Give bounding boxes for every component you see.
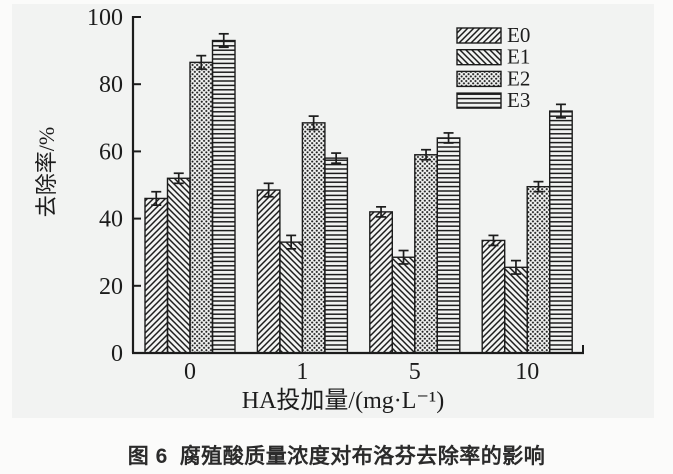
legend-item-E1: E1 bbox=[456, 45, 530, 69]
bar-E3-group-10 bbox=[549, 110, 573, 354]
error-bar-E2-group-1 bbox=[308, 115, 319, 131]
legend-swatch-dense-dots bbox=[456, 70, 502, 88]
bar-E1-group-10 bbox=[504, 266, 528, 354]
x-tick-label: 5 bbox=[409, 359, 421, 385]
bar-E0-group-0 bbox=[144, 197, 169, 354]
figure-caption: 图 6 腐殖酸质量浓度对布洛芬去除率的影响 bbox=[0, 440, 673, 470]
error-bar-E0-group-10 bbox=[488, 234, 499, 247]
x-tick-label: 10 bbox=[515, 359, 539, 385]
error-bar-E2-group-10 bbox=[533, 180, 544, 193]
bar-E0-group-10 bbox=[481, 239, 506, 354]
error-bar-E2-group-5 bbox=[421, 148, 432, 161]
error-bar-E3-group-1 bbox=[331, 152, 342, 165]
error-bar-E0-group-1 bbox=[263, 182, 274, 198]
bar-E3-group-0 bbox=[211, 39, 236, 354]
bar-E3-group-1 bbox=[324, 157, 349, 354]
y-tick-label: 100 bbox=[87, 5, 123, 31]
y-tick-label: 60 bbox=[99, 139, 123, 165]
error-bar-E3-group-0 bbox=[218, 32, 229, 49]
legend-label: E0 bbox=[507, 23, 530, 47]
bar-E0-group-5 bbox=[369, 211, 393, 354]
bar-E2-group-0 bbox=[189, 61, 214, 354]
bar-E2-group-10 bbox=[526, 185, 551, 354]
figure-panel: 0 20 40 60 80 100 0 1 5 10 E0 E1 E2 E3 去除率/% HA投加量/(mg·… bbox=[12, 4, 654, 418]
legend-label: E3 bbox=[507, 88, 530, 112]
y-tick-label: 80 bbox=[99, 72, 123, 98]
error-bar-E3-group-10 bbox=[555, 103, 566, 119]
legend-swatch-diagonal-back-hatch bbox=[456, 49, 502, 66]
error-bar-E1-group-5 bbox=[398, 249, 409, 265]
bar-E1-group-1 bbox=[279, 241, 304, 354]
bar-E0-group-1 bbox=[256, 189, 281, 354]
x-axis-title: HA投加量/(mg·L⁻¹) bbox=[242, 387, 445, 414]
error-bar-E1-group-0 bbox=[173, 172, 184, 185]
y-tick-label: 20 bbox=[99, 274, 123, 300]
y-tick-label: 0 bbox=[111, 341, 123, 367]
figure-number: 图 6 bbox=[127, 445, 168, 468]
legend-item-E2: E2 bbox=[456, 66, 530, 90]
y-tick-label: 40 bbox=[99, 207, 123, 233]
bar-E2-group-5 bbox=[414, 154, 438, 354]
figure-caption-text: 腐殖酸质量浓度对布洛芬去除率的影响 bbox=[179, 445, 546, 468]
error-bar-E0-group-5 bbox=[376, 205, 387, 218]
error-bar-E2-group-0 bbox=[196, 54, 207, 70]
bar-E1-group-5 bbox=[391, 256, 416, 354]
x-tick-label: 1 bbox=[296, 359, 308, 385]
bar-E2-group-1 bbox=[301, 122, 326, 354]
legend-label: E2 bbox=[507, 66, 530, 90]
error-bar-E1-group-1 bbox=[286, 234, 297, 250]
error-bar-E0-group-0 bbox=[151, 190, 162, 207]
bar-E3-group-5 bbox=[436, 137, 461, 354]
y-axis-title: 去除率/% bbox=[34, 127, 59, 217]
error-bar-E1-group-10 bbox=[510, 259, 521, 275]
legend-item-E3: E3 bbox=[456, 88, 530, 112]
error-bar-E3-group-5 bbox=[443, 132, 454, 144]
x-tick-label: 0 bbox=[184, 359, 196, 385]
legend-label: E1 bbox=[507, 45, 530, 69]
legend-swatch-diagonal-forward-hatch bbox=[456, 27, 502, 44]
legend-swatch-horizontal-lines bbox=[456, 92, 502, 109]
bar-E1-group-0 bbox=[166, 177, 191, 354]
legend-item-E0: E0 bbox=[456, 23, 530, 47]
